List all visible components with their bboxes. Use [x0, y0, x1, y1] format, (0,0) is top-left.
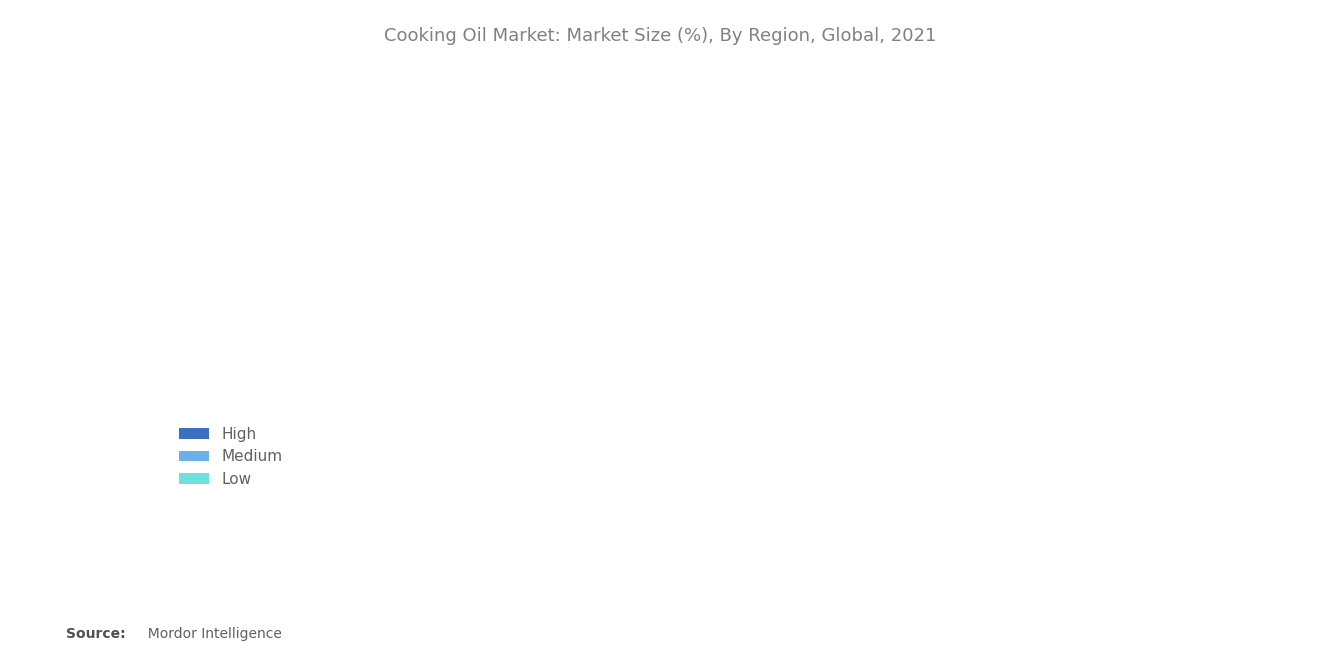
- Legend: High, Medium, Low: High, Medium, Low: [173, 420, 289, 493]
- Text: Cooking Oil Market: Market Size (%), By Region, Global, 2021: Cooking Oil Market: Market Size (%), By …: [384, 27, 936, 45]
- Text: Mordor Intelligence: Mordor Intelligence: [139, 627, 281, 642]
- Text: Source:: Source:: [66, 627, 125, 642]
